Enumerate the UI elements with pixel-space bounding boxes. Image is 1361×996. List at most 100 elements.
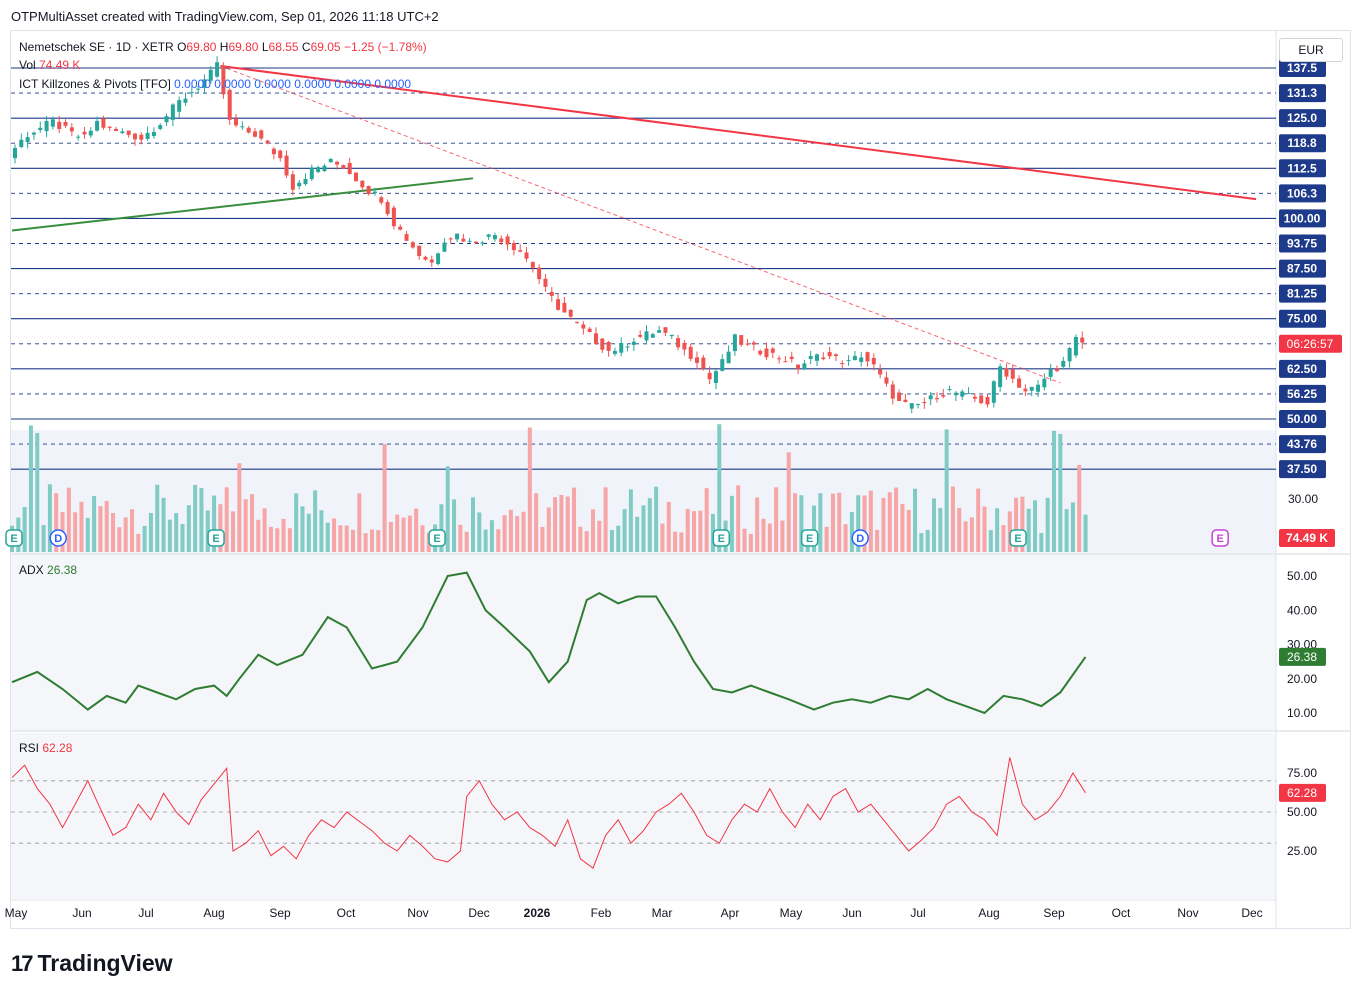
volume-bar xyxy=(401,517,406,552)
volume-bar xyxy=(527,427,532,552)
volume-bar xyxy=(717,424,722,552)
candle-body xyxy=(1029,386,1034,391)
volume-bar xyxy=(294,493,299,552)
volume-bar xyxy=(186,505,191,552)
candle-body xyxy=(95,120,100,131)
indicator-values: 0.0000 0.0000 0.0000 0.0000 0.0000 0.000… xyxy=(174,77,412,91)
rsi-axis-label: 50.00 xyxy=(1287,805,1317,819)
volume-bar xyxy=(1045,497,1050,552)
volume-bar xyxy=(357,493,362,552)
rsi-pane xyxy=(11,733,1276,899)
candle-body xyxy=(303,179,308,185)
candle-body xyxy=(57,121,62,129)
volume-bar xyxy=(483,529,488,552)
time-axis-label: Oct xyxy=(1112,906,1131,920)
volume-bar xyxy=(572,487,577,552)
event-marker-label: D xyxy=(54,533,62,545)
candle-body xyxy=(448,238,453,240)
price-axis-label: 30.00 xyxy=(1288,492,1318,506)
volume-bar xyxy=(641,505,646,552)
candle-body xyxy=(1048,369,1053,377)
volume-bar xyxy=(938,507,943,552)
volume-bar xyxy=(300,506,305,552)
volume-bar xyxy=(452,499,457,552)
volume-bar xyxy=(553,497,558,552)
candle-body xyxy=(669,334,674,337)
price-level-tag xyxy=(1279,59,1326,77)
candle-body xyxy=(25,137,30,142)
time-axis-label: Dec xyxy=(468,906,489,920)
volume-bar xyxy=(445,466,450,552)
candle-body xyxy=(505,236,510,245)
candle-body xyxy=(878,369,883,375)
candle-body xyxy=(63,122,68,126)
candle-body xyxy=(903,399,908,403)
volume-bar xyxy=(351,529,356,552)
volume-bar xyxy=(748,533,753,552)
candle-body xyxy=(417,245,422,257)
indicator-legend[interactable]: ICT Killzones & Pivots [TFO] 0.0000 0.00… xyxy=(19,77,411,91)
volume-bar xyxy=(395,514,400,552)
time-axis-label: May xyxy=(5,906,28,920)
close-value: 69.05 xyxy=(310,40,341,54)
candle-body xyxy=(240,126,245,128)
currency-button[interactable]: EUR xyxy=(1279,38,1343,62)
volume-bar xyxy=(875,529,880,552)
volume-bar xyxy=(167,519,172,552)
volume-bar xyxy=(508,509,513,552)
volume-bar xyxy=(85,517,90,552)
candle-body xyxy=(69,127,74,132)
time-axis-label: Jun xyxy=(842,906,861,920)
candle-body xyxy=(758,350,763,355)
price-axis-label: 43.76 xyxy=(1287,437,1317,451)
volume-bar xyxy=(407,515,412,552)
volume-bar xyxy=(963,521,968,552)
candle-body xyxy=(890,384,895,399)
adx-legend[interactable]: ADX 26.38 xyxy=(19,563,77,577)
volume-bar xyxy=(786,452,791,552)
indicator-label: ICT Killzones & Pivots [TFO] xyxy=(19,77,171,91)
price-axis-label: 62.50 xyxy=(1287,362,1317,376)
candle-body xyxy=(789,356,794,360)
volume-bar xyxy=(862,495,867,552)
volume-bar xyxy=(136,533,141,552)
volume-bar xyxy=(830,493,835,552)
volume-bar xyxy=(66,487,71,552)
volume-bar xyxy=(793,493,798,552)
time-axis-label: Aug xyxy=(978,906,999,920)
volume-bar xyxy=(913,488,918,552)
rsi-legend[interactable]: RSI 62.28 xyxy=(19,741,72,755)
volume-bar xyxy=(906,509,911,552)
candle-body xyxy=(1073,336,1078,356)
volume-bar xyxy=(388,521,393,552)
candle-body xyxy=(707,372,712,380)
volume-bar xyxy=(603,487,608,552)
candle-body xyxy=(985,396,990,405)
candle-body xyxy=(44,121,49,132)
price-axis-label: 93.75 xyxy=(1287,237,1317,251)
volume-bar xyxy=(1064,509,1069,552)
volume-bar xyxy=(414,508,419,552)
green-trendline xyxy=(11,177,474,232)
volume-legend[interactable]: Vol 74.49 K xyxy=(19,58,80,72)
volume-bar xyxy=(319,510,324,552)
candle-body xyxy=(593,333,598,344)
candle-body xyxy=(688,346,693,359)
volume-bar xyxy=(79,501,84,552)
price-axis-label: 81.25 xyxy=(1287,287,1317,301)
price-level-tag xyxy=(1279,309,1326,328)
time-axis-label: Dec xyxy=(1241,906,1262,920)
volume-bar xyxy=(969,517,974,552)
volume-bar xyxy=(742,528,747,552)
price-level-tag xyxy=(1279,134,1326,153)
candle-body xyxy=(132,133,137,140)
volume-bar xyxy=(262,508,267,552)
volume-bar xyxy=(98,506,103,552)
candle-body xyxy=(972,396,977,399)
candle-body xyxy=(151,131,156,137)
volume-bar xyxy=(28,425,33,552)
tradingview-logo[interactable]: 17 TradingView xyxy=(11,950,173,977)
candle-body xyxy=(328,158,333,163)
earnings-marker xyxy=(1211,529,1229,547)
